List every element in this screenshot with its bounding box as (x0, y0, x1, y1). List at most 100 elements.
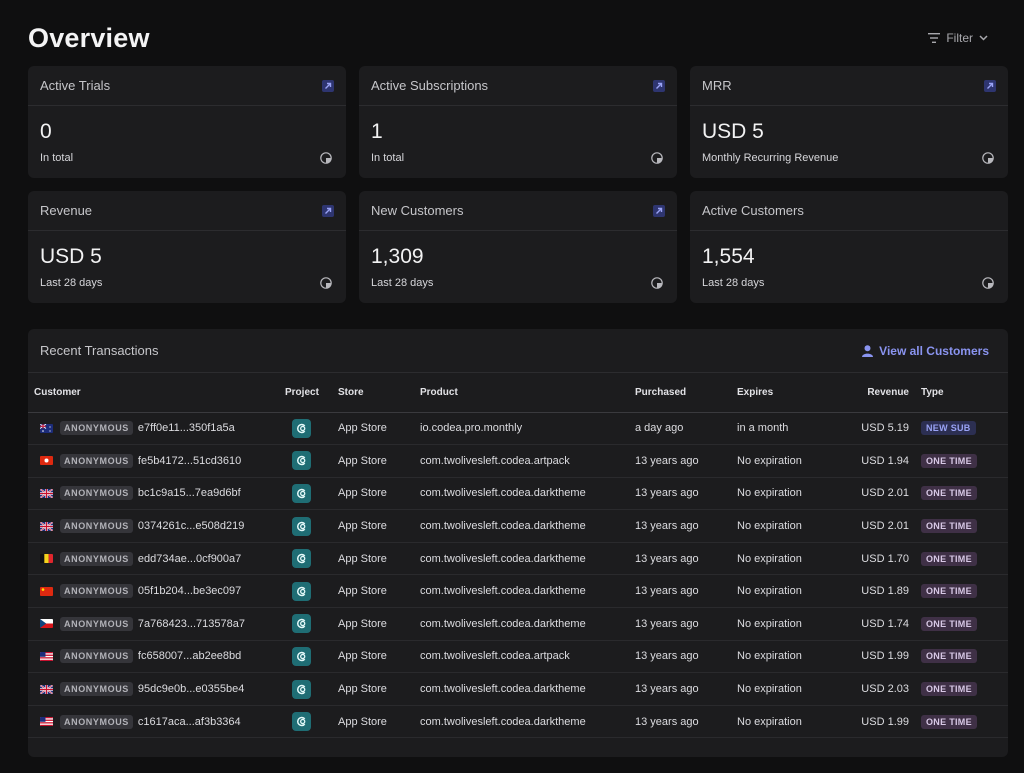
open-link-icon[interactable] (984, 79, 996, 92)
column-header[interactable]: Type (921, 373, 1008, 413)
column-header[interactable]: Project (285, 373, 338, 413)
type-badge: NEW SUB (921, 421, 976, 436)
open-link-icon[interactable] (653, 204, 665, 217)
expires-cell: No expiration (737, 509, 822, 543)
store-cell: App Store (338, 640, 420, 674)
column-header[interactable]: Expires (737, 373, 822, 413)
card-value: 1 (371, 120, 383, 143)
type-badge: ONE TIME (921, 714, 977, 729)
card-title: MRR (702, 78, 732, 93)
country-flag-icon (40, 684, 53, 694)
table-row[interactable]: ANONYMOUS fe5b4172...51cd3610 App Store com… (28, 444, 1008, 478)
card-active-customers: Active Customers 1,554 Last 28 days (690, 191, 1008, 303)
filter-button[interactable]: Filter (928, 31, 988, 45)
country-flag-icon (40, 586, 53, 596)
store-cell: App Store (338, 574, 420, 609)
customer-id[interactable]: 7a768423...713578a7 (137, 617, 245, 630)
project-app-icon[interactable] (292, 549, 311, 569)
country-flag-icon (40, 651, 53, 661)
chart-info-icon[interactable] (651, 277, 663, 289)
open-link-icon[interactable] (322, 79, 334, 92)
revenue-cell: USD 1.99 (822, 640, 921, 674)
card-title: Active Subscriptions (371, 78, 489, 93)
project-app-icon[interactable] (292, 614, 311, 634)
card-new-customers: New Customers 1,309 Last 28 days (359, 191, 677, 303)
type-badge: ONE TIME (921, 486, 977, 501)
customer-id[interactable]: edd734ae...0cf900a7 (137, 552, 242, 565)
anonymous-badge: ANONYMOUS (60, 584, 133, 599)
type-badge: ONE TIME (921, 519, 977, 534)
card-title: New Customers (371, 203, 464, 218)
page-header: Overview Filter (28, 18, 996, 58)
anonymous-badge: ANONYMOUS (60, 649, 133, 664)
chart-info-icon[interactable] (320, 277, 332, 289)
customer-id[interactable]: c1617aca...af3b3364 (137, 715, 241, 728)
project-app-icon[interactable] (292, 418, 311, 438)
product-cell: com.twolivesleft.codea.darktheme (420, 542, 635, 576)
expires-cell: No expiration (737, 607, 822, 641)
table-row[interactable]: ANONYMOUS c1617aca...af3b3364 App Store com… (28, 705, 1008, 739)
project-app-icon[interactable] (292, 581, 311, 601)
purchased-cell: 13 years ago (635, 640, 737, 674)
card-subtitle: In total (371, 152, 405, 164)
table-row[interactable]: ANONYMOUS fc658007...ab2ee8bd App Store com… (28, 640, 1008, 674)
filter-icon (928, 33, 941, 43)
expires-cell: No expiration (737, 640, 822, 674)
card-subtitle: Monthly Recurring Revenue (702, 152, 839, 164)
customer-id[interactable]: 95dc9e0b...e0355be4 (137, 683, 245, 696)
customer-id[interactable]: fe5b4172...51cd3610 (137, 454, 242, 467)
product-cell: com.twolivesleft.codea.darktheme (420, 607, 635, 641)
open-link-icon[interactable] (653, 79, 665, 92)
type-badge: ONE TIME (921, 649, 977, 664)
chart-info-icon[interactable] (651, 152, 663, 164)
column-header[interactable]: Store (338, 373, 420, 413)
customer-id[interactable]: fc658007...ab2ee8bd (137, 650, 242, 663)
open-link-icon[interactable] (322, 204, 334, 217)
project-app-icon[interactable] (292, 679, 311, 699)
expires-cell: No expiration (737, 705, 822, 739)
table-row[interactable]: ANONYMOUS 95dc9e0b...e0355be4 App Store com… (28, 672, 1008, 706)
chart-info-icon[interactable] (982, 277, 994, 289)
column-header[interactable]: Product (420, 373, 635, 413)
project-app-icon[interactable] (292, 712, 311, 732)
table-row[interactable]: ANONYMOUS 0374261c...e508d219 App Store com… (28, 509, 1008, 543)
column-header[interactable]: Revenue (822, 373, 921, 413)
column-header[interactable]: Customer (28, 373, 285, 413)
store-cell: App Store (338, 509, 420, 543)
purchased-cell: 13 years ago (635, 477, 737, 511)
table-row[interactable]: ANONYMOUS 05f1b204...be3ec097 App Store com… (28, 574, 1008, 609)
store-cell: App Store (338, 477, 420, 511)
purchased-cell: 13 years ago (635, 607, 737, 641)
table-row[interactable]: ANONYMOUS bc1c9a15...7ea9d6bf App Store com… (28, 477, 1008, 511)
purchased-cell: 13 years ago (635, 705, 737, 739)
customer-id[interactable]: bc1c9a15...7ea9d6bf (137, 487, 241, 500)
anonymous-badge: ANONYMOUS (60, 519, 133, 534)
revenue-cell: USD 1.94 (822, 444, 921, 478)
card-subtitle: Last 28 days (371, 277, 434, 289)
card-value: 1,554 (702, 245, 755, 268)
project-app-icon[interactable] (292, 646, 311, 666)
purchased-cell: 13 years ago (635, 509, 737, 543)
customer-id[interactable]: 0374261c...e508d219 (137, 520, 245, 533)
project-app-icon[interactable] (292, 516, 311, 536)
customer-id[interactable]: e7ff0e11...350f1a5a (137, 422, 235, 435)
type-badge: ONE TIME (921, 551, 977, 566)
table-row[interactable]: ANONYMOUS 7a768423...713578a7 App Store com… (28, 607, 1008, 641)
card-subtitle: In total (40, 152, 74, 164)
customer-id[interactable]: 05f1b204...be3ec097 (137, 585, 242, 598)
product-cell: com.twolivesleft.codea.darktheme (420, 705, 635, 739)
store-cell: App Store (338, 444, 420, 478)
anonymous-badge: ANONYMOUS (60, 453, 133, 468)
revenue-cell: USD 2.03 (822, 672, 921, 706)
filter-label: Filter (946, 31, 973, 45)
card-value: 0 (40, 120, 52, 143)
project-app-icon[interactable] (292, 451, 311, 471)
column-header[interactable]: Purchased (635, 373, 737, 413)
chart-info-icon[interactable] (320, 152, 332, 164)
type-badge: ONE TIME (921, 682, 977, 697)
chart-info-icon[interactable] (982, 152, 994, 164)
table-row[interactable]: ANONYMOUS e7ff0e11...350f1a5a App Store io.… (28, 412, 1008, 446)
table-row[interactable]: ANONYMOUS edd734ae...0cf900a7 App Store com… (28, 542, 1008, 576)
view-all-customers-link[interactable]: View all Customers (862, 344, 989, 358)
project-app-icon[interactable] (292, 483, 311, 503)
